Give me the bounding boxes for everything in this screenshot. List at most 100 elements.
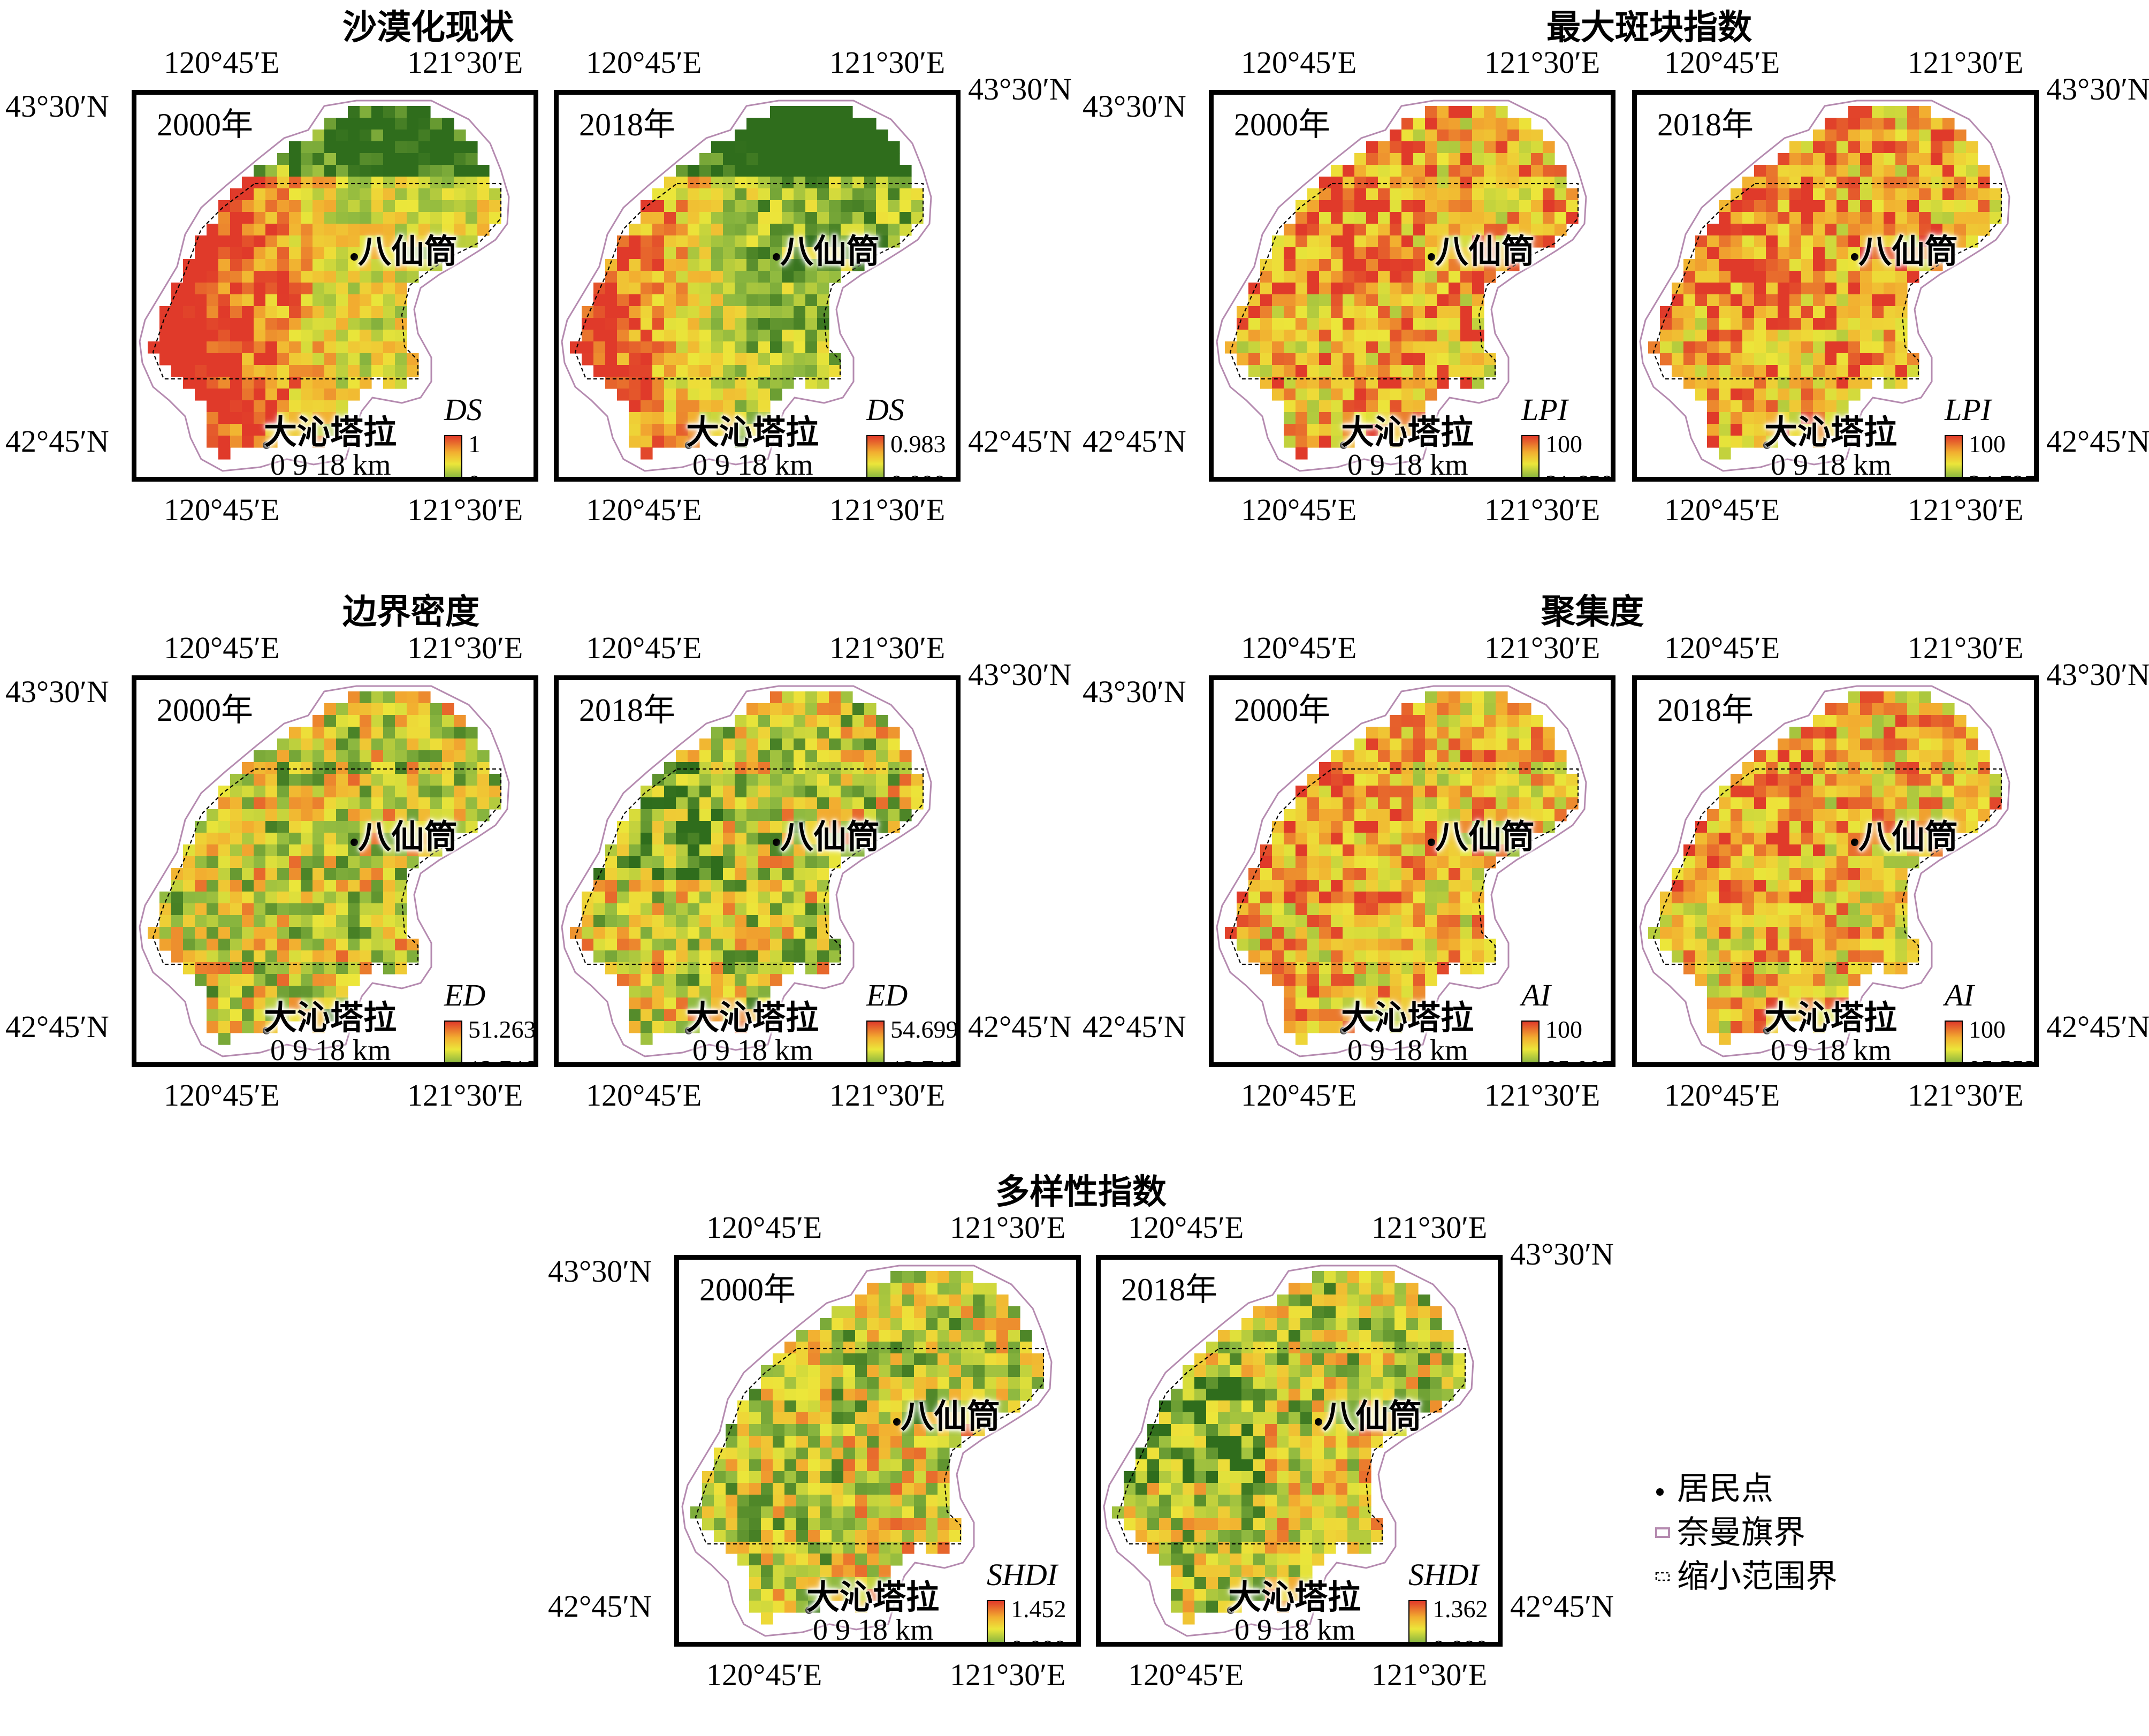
map-panel-ed-2000: 120°45′E 121°30′E 120°45′E 121°30′E 43°30′N 4… bbox=[0, 611, 672, 1126]
town-label-baxiantong: 八仙筒 bbox=[1435, 232, 1535, 271]
lon-label-bottom-right: 121°30′E bbox=[1371, 1657, 1488, 1692]
lon-label-top-right: 121°30′E bbox=[407, 45, 523, 80]
legend-color-ramp bbox=[444, 1021, 462, 1062]
town-label-baxiantong: 八仙筒 bbox=[780, 232, 880, 271]
lon-label-top-left: 120°45′E bbox=[164, 630, 280, 665]
lon-label-top-left: 120°45′E bbox=[164, 45, 280, 80]
legend-max-value: 51.263 bbox=[468, 1016, 536, 1043]
lon-label-top-right: 121°30′E bbox=[407, 630, 523, 665]
reduced-extent-dashed-line bbox=[152, 182, 502, 380]
legend-color-ramp bbox=[1945, 435, 1963, 477]
legend-max-value: 1.362 bbox=[1432, 1595, 1488, 1623]
lon-label-bottom-left: 120°45′E bbox=[586, 1078, 702, 1113]
year-label: 2000年 bbox=[157, 107, 253, 142]
banner-boundary-line bbox=[139, 100, 510, 472]
lon-label-bottom-left: 120°45′E bbox=[1664, 492, 1780, 527]
legend-min-value: 13.746 bbox=[468, 1057, 534, 1063]
lon-label-top-right: 121°30′E bbox=[1908, 45, 2024, 80]
legend-color-ramp bbox=[1945, 1021, 1963, 1062]
lat-label-bottom: 42°45′N bbox=[968, 1009, 1072, 1044]
legend-max-value: 100 bbox=[1969, 430, 2006, 458]
lon-label-bottom-right: 121°30′E bbox=[407, 1078, 523, 1113]
lon-label-bottom-right: 121°30′E bbox=[950, 1657, 1066, 1692]
lat-label-bottom: 42°45′N bbox=[548, 1589, 652, 1624]
raster-map bbox=[139, 685, 510, 1057]
legend-color-ramp bbox=[1521, 435, 1540, 477]
lat-label-bottom: 42°45′N bbox=[1510, 1589, 1614, 1624]
lon-label-top-left: 120°45′E bbox=[1241, 630, 1357, 665]
town-label-baxiantong: 八仙筒 bbox=[358, 817, 458, 856]
lat-label-top: 43°30′N bbox=[5, 89, 109, 124]
lon-label-bottom-left: 120°45′E bbox=[1241, 492, 1357, 527]
lat-label-bottom: 42°45′N bbox=[5, 1009, 109, 1044]
group-title-lpi: 最大斑块指数 bbox=[1546, 8, 1752, 48]
lat-label-top: 43°30′N bbox=[1510, 1237, 1614, 1271]
scale-bar-label: 0 9 18 km bbox=[692, 1034, 813, 1067]
banner-boundary-line bbox=[139, 685, 510, 1057]
lat-label-bottom: 42°45′N bbox=[2046, 1009, 2149, 1044]
lon-label-top-right: 121°30′E bbox=[1908, 630, 2024, 665]
lon-label-top-right: 121°30′E bbox=[1484, 630, 1601, 665]
map-panel-ai-2018: 120°45′E 121°30′E 120°45′E 121°30′E 43°30′N 4… bbox=[1498, 611, 2149, 1126]
year-label: 2000年 bbox=[1234, 692, 1330, 728]
lon-label-top-right: 121°30′E bbox=[1484, 45, 1601, 80]
year-label: 2000年 bbox=[1234, 107, 1330, 142]
lon-label-top-left: 120°45′E bbox=[586, 45, 702, 80]
map-panel-ai-2000: 120°45′E 121°30′E 120°45′E 121°30′E 43°30′N 4… bbox=[1075, 611, 1749, 1126]
year-label: 2000年 bbox=[699, 1272, 796, 1307]
legend-max-value: 0.983 bbox=[890, 430, 946, 458]
reduced-extent-dashed-line bbox=[1652, 768, 2002, 965]
reduced-extent-dashed-line bbox=[574, 182, 924, 380]
banner-boundary-line bbox=[1639, 685, 2010, 1057]
legend-color-ramp bbox=[987, 1600, 1005, 1642]
lat-label-top: 43°30′N bbox=[548, 1254, 652, 1289]
lat-label-top: 43°30′N bbox=[5, 674, 109, 709]
settlement-dot-icon bbox=[1851, 253, 1858, 261]
town-label-daqintala: 大沁塔拉 bbox=[1228, 1578, 1361, 1617]
legend-min-value: 24.795 bbox=[1969, 471, 2034, 477]
lon-label-bottom-left: 120°45′E bbox=[164, 1078, 280, 1113]
settlement-dot-icon bbox=[263, 1027, 270, 1034]
legend-color-ramp bbox=[444, 435, 462, 477]
legend-min-value: 95.553 bbox=[1969, 1057, 2034, 1063]
settlement-dot-icon bbox=[685, 1027, 692, 1034]
lat-label-top: 43°30′N bbox=[1083, 674, 1186, 709]
legend-max-value: 54.699 bbox=[890, 1016, 958, 1043]
legend-min-value: 0.000 bbox=[1432, 1636, 1488, 1642]
legend-min-value: 21.650 bbox=[1545, 471, 1611, 477]
year-label: 2018年 bbox=[1657, 107, 1754, 142]
lon-label-bottom-left: 120°45′E bbox=[1241, 1078, 1357, 1113]
settlement-dot-icon bbox=[350, 839, 358, 846]
raster-cells bbox=[1648, 691, 2002, 1045]
legend-max-value: 1.452 bbox=[1011, 1595, 1066, 1623]
scale-bar-label: 0 9 18 km bbox=[1771, 448, 1892, 482]
town-label-daqintala: 大沁塔拉 bbox=[1341, 413, 1474, 452]
year-label: 2018年 bbox=[579, 692, 675, 728]
raster-map bbox=[1216, 100, 1587, 472]
legend-metric-name: AI bbox=[1521, 978, 1551, 1012]
settlement-dot-icon bbox=[773, 839, 780, 846]
town-label-baxiantong: 八仙筒 bbox=[1858, 817, 1959, 856]
lat-label-bottom: 42°45′N bbox=[5, 424, 109, 459]
banner-boundary-line bbox=[681, 1265, 1053, 1637]
lon-label-bottom-right: 121°30′E bbox=[829, 492, 946, 527]
lon-label-top-right: 121°30′E bbox=[829, 45, 946, 80]
raster-cells bbox=[1648, 106, 2002, 460]
lon-label-bottom-right: 121°30′E bbox=[1484, 492, 1601, 527]
legend-metric-name: LPI bbox=[1521, 392, 1568, 427]
legend-metric-name: DS bbox=[866, 392, 904, 427]
town-label-baxiantong: 八仙筒 bbox=[1435, 817, 1535, 856]
lon-label-top-left: 120°45′E bbox=[1241, 45, 1357, 80]
raster-cells bbox=[1225, 106, 1579, 460]
lon-label-top-right: 121°30′E bbox=[1371, 1210, 1488, 1245]
settlement-dot-icon bbox=[1851, 839, 1858, 846]
scale-bar-label: 0 9 18 km bbox=[1347, 1034, 1468, 1067]
lat-label-bottom: 42°45′N bbox=[2046, 424, 2149, 459]
reduced-extent-dashed-line bbox=[1652, 182, 2002, 380]
scale-bar-label: 0 9 18 km bbox=[1771, 1034, 1892, 1067]
lat-label-top: 43°30′N bbox=[2046, 72, 2149, 106]
